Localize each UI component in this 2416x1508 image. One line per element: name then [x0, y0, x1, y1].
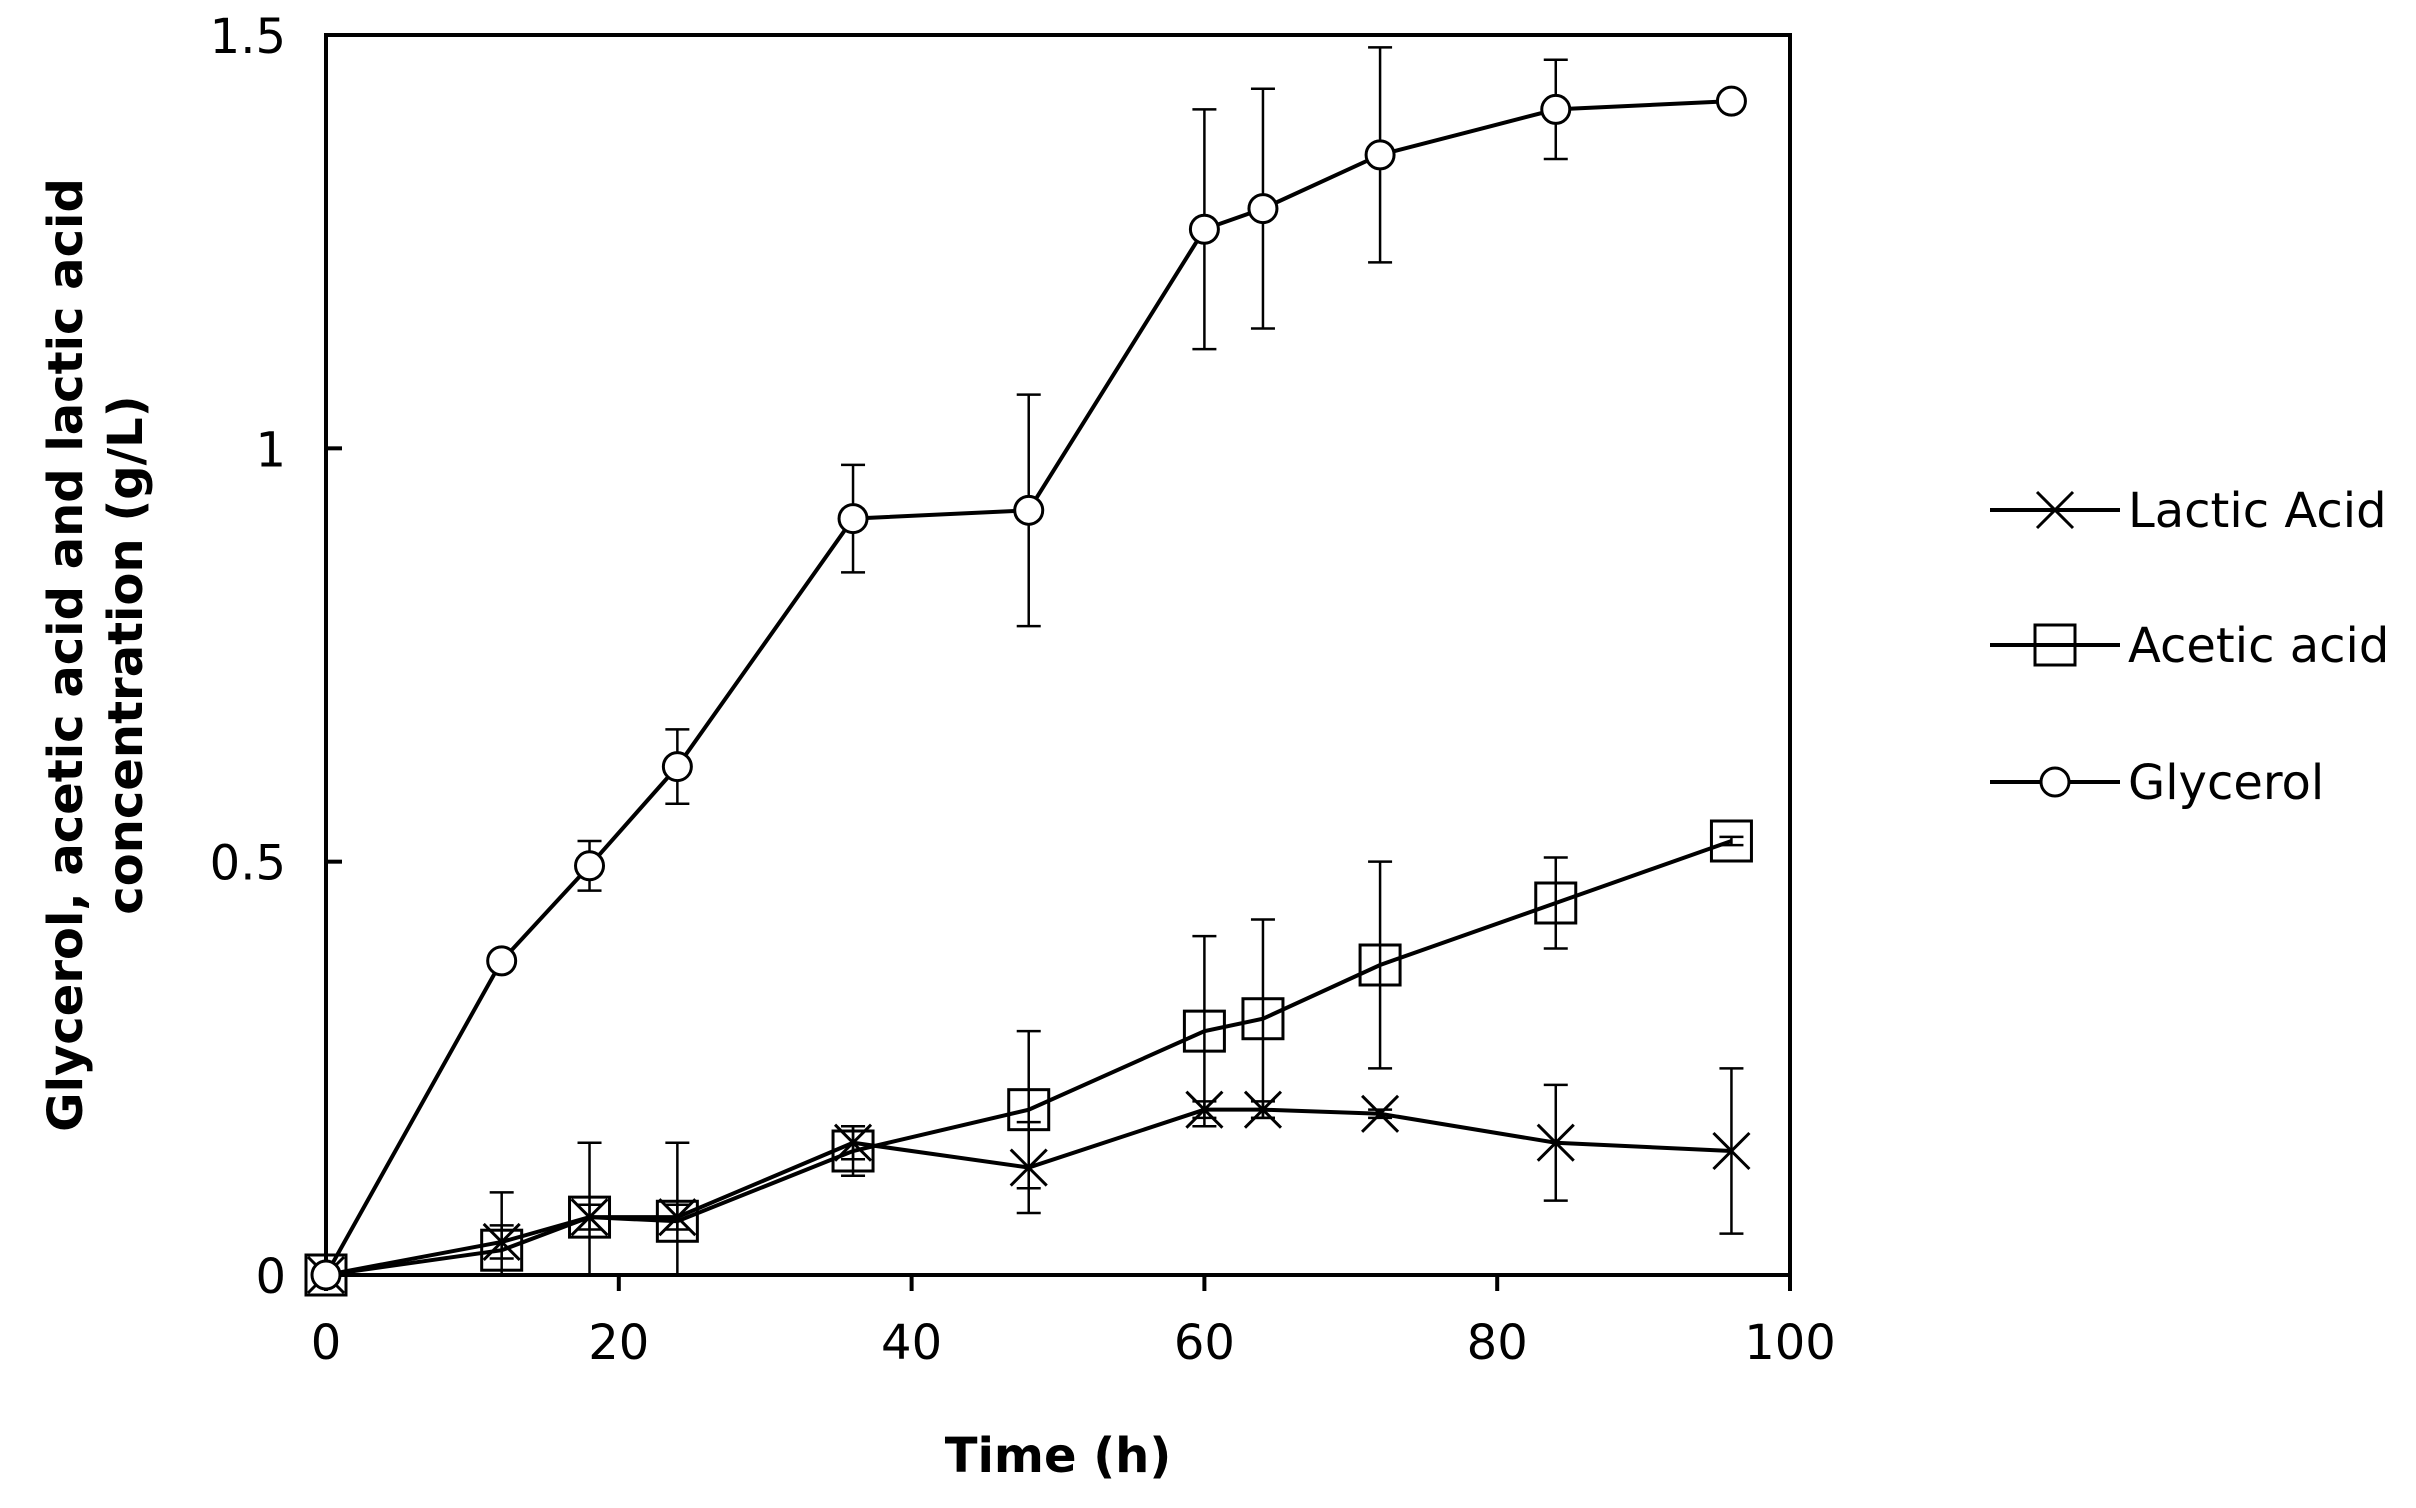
- y-axis-title-line-2: concentration (g/L): [98, 395, 154, 914]
- x-tick-label: 0: [311, 1315, 342, 1371]
- series-layer: [304, 46, 1753, 1297]
- x-axis-title: Time (h): [945, 1428, 1172, 1484]
- data-point: [1709, 819, 1753, 863]
- data-point: [568, 1195, 612, 1239]
- data-point: [1536, 1123, 1575, 1162]
- x-tick-label: 20: [588, 1315, 649, 1371]
- legend-marker: [2033, 623, 2077, 667]
- marker-stroke: [1712, 1131, 1751, 1171]
- data-point: [1534, 881, 1578, 925]
- y-tick-label: 1: [255, 422, 286, 478]
- legend-item-glycerol: Glycerol: [1990, 755, 2324, 811]
- marker-stroke: [1536, 1123, 1575, 1162]
- data-point: [1540, 93, 1572, 125]
- x-axis-ticks: 0 20 40 60 80 100: [311, 1275, 1836, 1371]
- data-point: [661, 751, 693, 783]
- data-point: [1182, 1009, 1226, 1053]
- legend-item-acetic-acid: Acetic acid: [1990, 618, 2389, 674]
- data-point: [1013, 494, 1045, 526]
- y-tick-label: 0: [255, 1249, 286, 1305]
- data-point: [1007, 1088, 1051, 1132]
- legend-marker: [2035, 490, 2075, 530]
- legend: Lactic Acid Acetic acid Glycerol: [1990, 483, 2389, 811]
- data-point: [574, 850, 606, 882]
- x-tick-label: 60: [1174, 1315, 1235, 1371]
- x-tick-label: 100: [1744, 1315, 1836, 1371]
- legend-label: Glycerol: [2128, 755, 2324, 811]
- data-point: [486, 945, 518, 977]
- y-tick-label: 0.5: [210, 836, 286, 892]
- legend-item-lactic-acid: Lactic Acid: [1990, 483, 2387, 539]
- y-axis-ticks: 0 0.5 1 1.5: [210, 9, 342, 1305]
- marker-stroke: [1361, 1094, 1400, 1133]
- plot-frame: [324, 33, 1792, 1277]
- data-point: [1712, 1131, 1751, 1171]
- data-point: [1358, 943, 1402, 987]
- legend-marker: [2039, 766, 2071, 798]
- series-glycerol: [310, 46, 1747, 1291]
- y-tick-label: 1.5: [210, 9, 286, 65]
- data-point: [1364, 139, 1396, 171]
- data-point: [831, 1129, 875, 1173]
- legend-label: Lactic Acid: [2128, 483, 2387, 539]
- x-tick-label: 40: [881, 1315, 942, 1371]
- data-point: [310, 1259, 342, 1291]
- data-point: [304, 1253, 348, 1297]
- series-line: [325, 839, 1733, 1277]
- data-point: [1715, 85, 1747, 117]
- data-point: [1241, 997, 1285, 1041]
- y-axis-title-group: Glycerol, acetic acid and lactic acid co…: [38, 178, 154, 1132]
- x-tick-label: 80: [1467, 1315, 1528, 1371]
- series-acetic-acid: [304, 819, 1753, 1297]
- legend-label: Acetic acid: [2128, 618, 2389, 674]
- data-point: [1247, 193, 1279, 225]
- data-point: [655, 1199, 699, 1243]
- data-point: [480, 1228, 524, 1272]
- data-point: [1361, 1094, 1400, 1133]
- data-point: [1188, 213, 1220, 245]
- y-axis-title-line-1: Glycerol, acetic acid and lactic acid: [38, 178, 94, 1132]
- data-point: [837, 503, 869, 535]
- marker-stroke: [2035, 490, 2075, 530]
